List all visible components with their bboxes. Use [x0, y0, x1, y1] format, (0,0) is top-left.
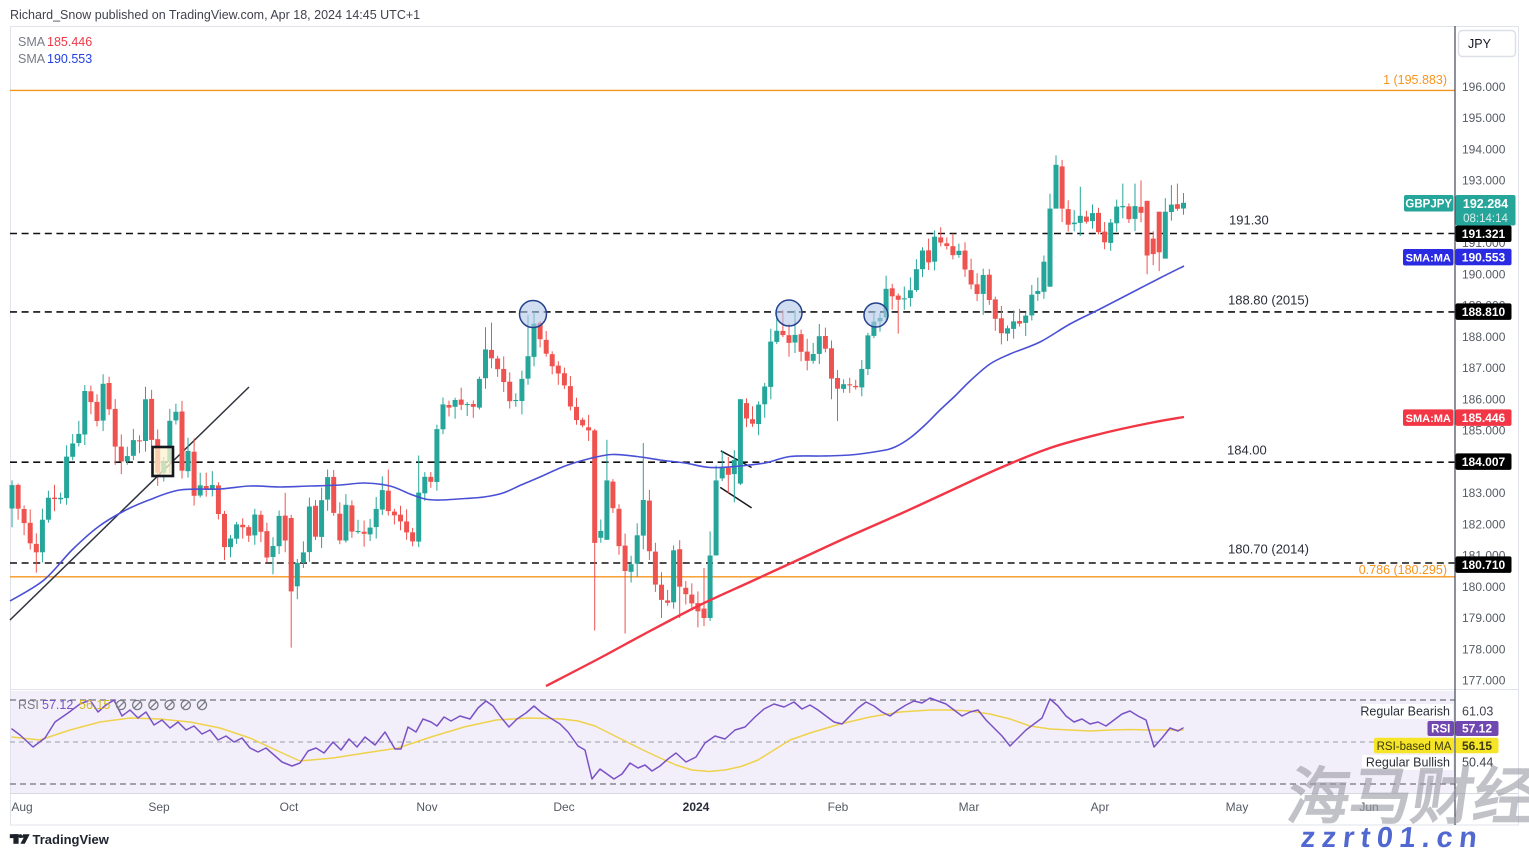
svg-text:Mar: Mar — [959, 800, 980, 814]
svg-text:196.000: 196.000 — [1462, 80, 1506, 94]
svg-text:GBPJPY: GBPJPY — [1405, 198, 1452, 210]
svg-text:179.000: 179.000 — [1462, 611, 1506, 625]
svg-text:zzrt01.cn: zzrt01.cn — [1299, 822, 1485, 854]
svg-text:1 (195.883): 1 (195.883) — [1383, 73, 1447, 87]
svg-text:JPY: JPY — [1468, 37, 1492, 51]
svg-text:May: May — [1226, 800, 1249, 814]
svg-text:194.000: 194.000 — [1462, 142, 1506, 156]
svg-text:185.446: 185.446 — [1462, 411, 1506, 425]
svg-text:Oct: Oct — [280, 800, 299, 814]
svg-text:192.284: 192.284 — [1463, 197, 1508, 211]
svg-text:186.000: 186.000 — [1462, 392, 1506, 406]
svg-text:177.000: 177.000 — [1462, 674, 1506, 688]
svg-text:193.000: 193.000 — [1462, 174, 1506, 188]
svg-text:2024: 2024 — [683, 800, 710, 814]
svg-text:Feb: Feb — [828, 800, 849, 814]
svg-text:184.00: 184.00 — [1227, 443, 1267, 458]
svg-text:Dec: Dec — [553, 800, 574, 814]
svg-text:188.000: 188.000 — [1462, 330, 1506, 344]
svg-text:191.30: 191.30 — [1229, 213, 1269, 228]
svg-text:195.000: 195.000 — [1462, 111, 1506, 125]
svg-text:57.12: 57.12 — [1462, 722, 1492, 736]
svg-text:188.80 (2015): 188.80 (2015) — [1228, 293, 1309, 308]
svg-text:Regular Bullish: Regular Bullish — [1366, 756, 1450, 770]
svg-text:56.15: 56.15 — [1462, 739, 1492, 753]
svg-text:183.000: 183.000 — [1462, 486, 1506, 500]
svg-text:TradingView: TradingView — [33, 832, 110, 847]
svg-text:0.786 (180.295): 0.786 (180.295) — [1359, 563, 1447, 577]
svg-text:185.000: 185.000 — [1462, 424, 1506, 438]
svg-text:180.70 (2014): 180.70 (2014) — [1228, 542, 1309, 557]
svg-text:Richard_Snow published on Trad: Richard_Snow published on TradingView.co… — [10, 8, 420, 22]
svg-text:56.15: 56.15 — [79, 698, 110, 712]
svg-text:188.810: 188.810 — [1462, 305, 1506, 319]
svg-text:184.007: 184.007 — [1462, 455, 1506, 469]
svg-text:187.000: 187.000 — [1462, 361, 1506, 375]
svg-text:191.321: 191.321 — [1462, 227, 1506, 241]
svg-text:180.000: 180.000 — [1462, 580, 1506, 594]
svg-text:SMA: SMA — [18, 35, 46, 49]
svg-text:SMA: SMA — [18, 52, 46, 66]
svg-text:Regular Bearish: Regular Bearish — [1360, 705, 1450, 719]
svg-text:SMA:MA: SMA:MA — [1406, 252, 1451, 264]
svg-text:178.000: 178.000 — [1462, 642, 1506, 656]
svg-text:Nov: Nov — [416, 800, 437, 814]
svg-text:Aug: Aug — [11, 800, 32, 814]
svg-text:RSI: RSI — [18, 698, 39, 712]
svg-text:61.03: 61.03 — [1462, 705, 1493, 719]
svg-text:57.12: 57.12 — [42, 698, 73, 712]
svg-text:RSI: RSI — [1431, 724, 1450, 736]
svg-text:180.710: 180.710 — [1462, 558, 1506, 572]
svg-text:190.000: 190.000 — [1462, 267, 1506, 281]
svg-text:Apr: Apr — [1091, 800, 1110, 814]
svg-text:190.553: 190.553 — [1462, 250, 1506, 264]
svg-text:Sep: Sep — [148, 800, 170, 814]
svg-text:08:14:14: 08:14:14 — [1463, 213, 1508, 225]
svg-text:海马财经: 海马财经 — [1283, 763, 1529, 832]
svg-text:50.44: 50.44 — [1462, 756, 1493, 770]
svg-text:190.553: 190.553 — [47, 52, 92, 66]
svg-text:SMA:MA: SMA:MA — [1406, 413, 1451, 425]
svg-text:Jun: Jun — [1359, 800, 1378, 814]
svg-text:182.000: 182.000 — [1462, 517, 1506, 531]
svg-text:185.446: 185.446 — [47, 35, 92, 49]
svg-text:RSI-based MA: RSI-based MA — [1377, 741, 1452, 753]
